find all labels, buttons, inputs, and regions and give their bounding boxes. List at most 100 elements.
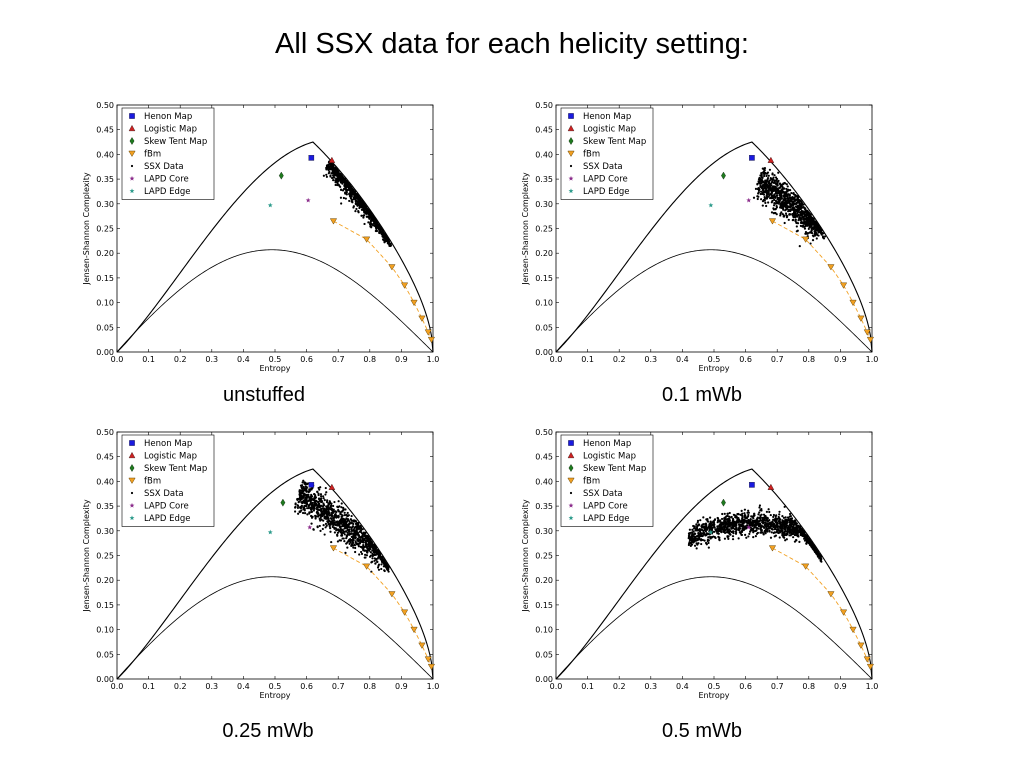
ssx-data-point <box>749 522 752 525</box>
ssx-data-point <box>760 175 763 179</box>
ssx-data-point <box>376 560 379 564</box>
ssx-data-point <box>794 520 797 523</box>
ssx-data-point <box>312 499 315 502</box>
ssx-data-point <box>357 525 361 528</box>
y-tick-label: 0.45 <box>535 126 553 135</box>
ssx-data-point <box>775 514 778 517</box>
ssx-data-point <box>374 550 377 554</box>
y-tick-label: 0.15 <box>535 601 553 610</box>
ssx-data-point <box>701 538 704 542</box>
ssx-data-point <box>311 515 314 518</box>
ssx-data-point <box>327 165 330 169</box>
ssx-data-point <box>698 527 701 531</box>
ssx-data-point <box>781 204 785 208</box>
ssx-data-point <box>350 529 354 533</box>
ssx-data-point <box>352 188 355 191</box>
x-tick-label: 0.2 <box>613 355 626 364</box>
ssx-data-point <box>815 549 818 552</box>
x-tick-label: 0.9 <box>395 355 408 364</box>
ssx-data-point <box>795 528 798 531</box>
ssx-data-point <box>817 228 820 231</box>
ssx-data-point <box>819 559 822 562</box>
ssx-data-point <box>741 524 745 527</box>
fbm-point <box>802 236 810 243</box>
ssx-data-point <box>336 534 339 537</box>
ssx-data-point <box>774 207 777 211</box>
ssx-data-point <box>387 241 390 244</box>
ssx-data-point <box>788 512 792 516</box>
ssx-data-point <box>335 511 338 514</box>
ssx-data-point <box>731 538 735 541</box>
ssx-data-point <box>759 174 762 177</box>
ssx-data-point <box>797 209 800 212</box>
ssx-data-point <box>784 525 787 528</box>
ssx-data-point <box>764 201 767 204</box>
ssx-data-point <box>378 551 381 555</box>
ssx-data-point <box>322 508 325 511</box>
ssx-data-point <box>766 178 769 181</box>
logistic-map-point <box>767 483 775 490</box>
ssx-data-point <box>795 524 798 527</box>
ssx-data-point <box>346 528 349 531</box>
ssx-data-point <box>700 525 703 528</box>
ssx-data-point <box>814 229 817 232</box>
fbm-point <box>839 282 848 289</box>
ssx-data-point <box>382 561 385 564</box>
ssx-data-point <box>763 174 766 178</box>
ssx-data-point <box>806 536 809 539</box>
ssx-data-point <box>806 540 809 543</box>
ssx-data-point <box>330 517 333 520</box>
ssx-data-point <box>806 224 809 227</box>
ssx-data-point <box>695 542 698 545</box>
ssx-data-point <box>766 524 769 528</box>
ssx-data-point <box>765 191 768 194</box>
ssx-data-point <box>819 555 823 558</box>
ssx-data-point <box>757 191 760 194</box>
ssx-data-point <box>383 241 386 244</box>
ssx-data-point <box>800 217 803 220</box>
ssx-data-point <box>739 527 742 530</box>
ssx-data-point <box>783 505 786 508</box>
ssx-data-point <box>791 206 794 209</box>
fbm-point <box>427 336 436 344</box>
ssx-data-point <box>791 195 794 199</box>
legend-label: Logistic Map <box>144 125 197 135</box>
ssx-data-point <box>362 214 365 217</box>
ssx-data-point <box>355 526 358 529</box>
ssx-data-point <box>361 204 364 208</box>
fbm-point <box>329 545 338 552</box>
ssx-data-point <box>346 514 349 518</box>
ssx-data-point <box>319 495 323 498</box>
ssx-data-point <box>321 527 324 531</box>
ssx-data-point <box>366 211 369 214</box>
fbm-point <box>424 329 432 336</box>
ssx-data-point <box>726 527 729 530</box>
y-tick-label: 0.15 <box>96 601 114 610</box>
y-tick-label: 0.35 <box>535 502 553 511</box>
ssx-data-point <box>355 543 359 546</box>
ssx-data-point <box>782 516 786 519</box>
ssx-data-point <box>798 216 801 219</box>
ssx-data-point <box>793 540 797 543</box>
ssx-data-point <box>363 538 366 541</box>
ssx-data-point <box>775 213 778 216</box>
ssx-data-point <box>692 538 695 541</box>
ssx-data-point <box>338 539 341 542</box>
ssx-data-point <box>776 517 779 520</box>
x-tick-label: 0.1 <box>142 355 155 364</box>
ssx-data-point <box>348 199 351 203</box>
ssx-data-point <box>364 205 368 208</box>
ssx-data-point <box>334 527 337 530</box>
x-tick-label: 0.8 <box>363 355 376 364</box>
lapd-core-point <box>746 197 752 203</box>
ssx-data-point <box>330 540 333 544</box>
ssx-data-point <box>733 527 737 531</box>
ssx-data-point <box>773 179 776 182</box>
ssx-data-point <box>336 540 340 543</box>
ssx-data-point <box>344 525 347 528</box>
ssx-data-point <box>707 536 710 539</box>
ssx-data-point <box>378 231 381 235</box>
ssx-data-point <box>364 556 367 559</box>
ssx-data-point <box>765 518 768 521</box>
x-tick-label: 0.3 <box>644 682 657 691</box>
